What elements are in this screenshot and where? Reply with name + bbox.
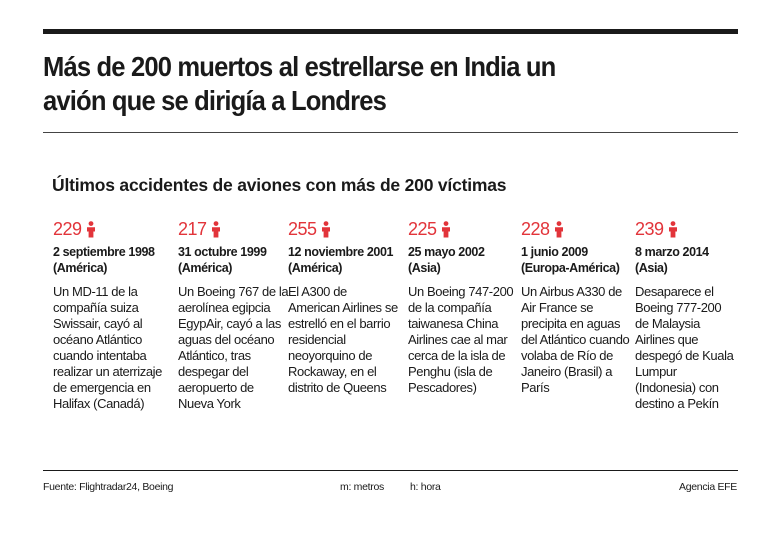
victim-count: 255 (288, 218, 317, 239)
footer-source: Fuente: Flightradar24, Boeing (43, 481, 174, 493)
accident-region: (América) (53, 261, 108, 275)
headline-line-2: avión que se dirigía a Londres (43, 85, 387, 116)
accident-date: 31 octubre 1999 (178, 245, 267, 259)
accident-region: (América) (178, 261, 233, 275)
footer-legend-meters: m: metros (340, 481, 384, 493)
victim-count: 228 (521, 218, 550, 239)
accident-description: Un Airbus A330 de Air France se precipit… (521, 284, 630, 395)
accident-card: 217 31 octubre 1999 (América) Un Boeing … (178, 218, 290, 412)
footer-divider (43, 470, 738, 471)
accident-card: 228 1 junio 2009 (Europa-América) Un Air… (521, 218, 631, 396)
victim-count: 225 (408, 218, 437, 239)
footer-legend-hours: h: hora (410, 481, 441, 493)
accident-region: (Asia) (635, 261, 668, 275)
accident-card: 229 2 septiembre 1998 (América) Un MD-11… (53, 218, 171, 412)
victim-count: 229 (53, 218, 82, 239)
accident-description: El A300 de American Airlines se estrelló… (288, 284, 398, 395)
accident-description: Un Boeing 747-200 de la compañía taiwane… (408, 284, 514, 395)
footer-credit: Agencia EFE (679, 481, 737, 493)
accident-date: 12 noviembre 2001 (288, 245, 394, 259)
accident-date: 2 septiembre 1998 (53, 245, 155, 259)
accident-card: 239 8 marzo 2014 (Asia) Desaparece el Bo… (635, 218, 735, 412)
person-icon (321, 220, 331, 238)
accident-region: (Asia) (408, 261, 441, 275)
victim-count: 217 (178, 218, 207, 239)
accident-date: 25 mayo 2002 (408, 245, 485, 259)
headline-divider (43, 132, 738, 133)
accident-date: 8 marzo 2014 (635, 245, 709, 259)
accident-description: Un Boeing 767 de la aerolínea egipcia Eg… (178, 284, 289, 411)
accident-card: 225 25 mayo 2002 (Asia) Un Boeing 747-20… (408, 218, 514, 396)
headline: Más de 200 muertos al estrellarse en Ind… (43, 50, 685, 118)
accident-region: (Europa-América) (521, 261, 620, 275)
section-subtitle: Últimos accidentes de aviones con más de… (52, 175, 507, 195)
accident-region: (América) (288, 261, 343, 275)
person-icon (668, 220, 678, 238)
person-icon (211, 220, 221, 238)
accident-card: 255 12 noviembre 2001 (América) El A300 … (288, 218, 400, 396)
person-icon (554, 220, 564, 238)
top-divider-bar (43, 29, 738, 34)
headline-line-1: Más de 200 muertos al estrellarse en Ind… (43, 51, 556, 82)
victim-count: 239 (635, 218, 664, 239)
accident-date: 1 junio 2009 (521, 245, 588, 259)
accident-description: Desaparece el Boeing 777-200 de Malaysia… (635, 284, 734, 411)
accident-description: Un MD-11 de la compañía suiza Swissair, … (53, 284, 162, 411)
person-icon (86, 220, 96, 238)
person-icon (441, 220, 451, 238)
